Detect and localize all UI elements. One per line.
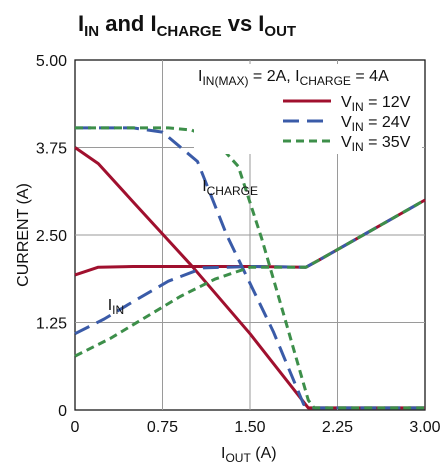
x-tick-label: 1.50 (234, 419, 265, 436)
legend-label-12v: VIN = 12V (341, 94, 411, 114)
legend-label-35v: VIN = 35V (341, 134, 411, 154)
annotation-icharge: ICHARGE (202, 178, 258, 198)
legend: IIN(MAX) = 2A, ICHARGE = 4A VIN = 12V VI… (194, 64, 422, 154)
x-axis-label: IOUT (A) (221, 445, 277, 465)
x-tick-label: 0 (71, 419, 80, 436)
y-tick-label: 1.25 (36, 316, 67, 333)
x-tick-label: 3.00 (409, 419, 440, 436)
series-line-charge-35v (75, 126, 425, 410)
y-tick-label: 5.00 (36, 53, 67, 70)
x-tick-label: 0.75 (147, 419, 178, 436)
y-tick-label: 2.50 (36, 228, 67, 245)
series-line-in-24v (74, 198, 426, 336)
y-tick-label: 3.75 (36, 141, 67, 158)
series-lines (74, 126, 426, 410)
tick-labels: 0 0.75 1.50 2.25 3.00 0 1.25 2.50 3.75 5.00 (36, 53, 441, 436)
y-axis-label: CURRENT (A) (15, 183, 32, 287)
y-tick-label: 0 (58, 403, 67, 420)
annotations: ICHARGE IIN (108, 178, 258, 317)
annotation-iin: IIN (108, 297, 124, 317)
legend-background (194, 64, 422, 154)
legend-header: IIN(MAX) = 2A, ICHARGE = 4A (198, 68, 389, 88)
series-line-in-35v (74, 198, 426, 358)
chart-title: IIN and ICHARGE vs IOUT (78, 11, 296, 40)
x-tick-label: 2.25 (322, 419, 353, 436)
legend-label-24v: VIN = 24V (341, 114, 411, 134)
